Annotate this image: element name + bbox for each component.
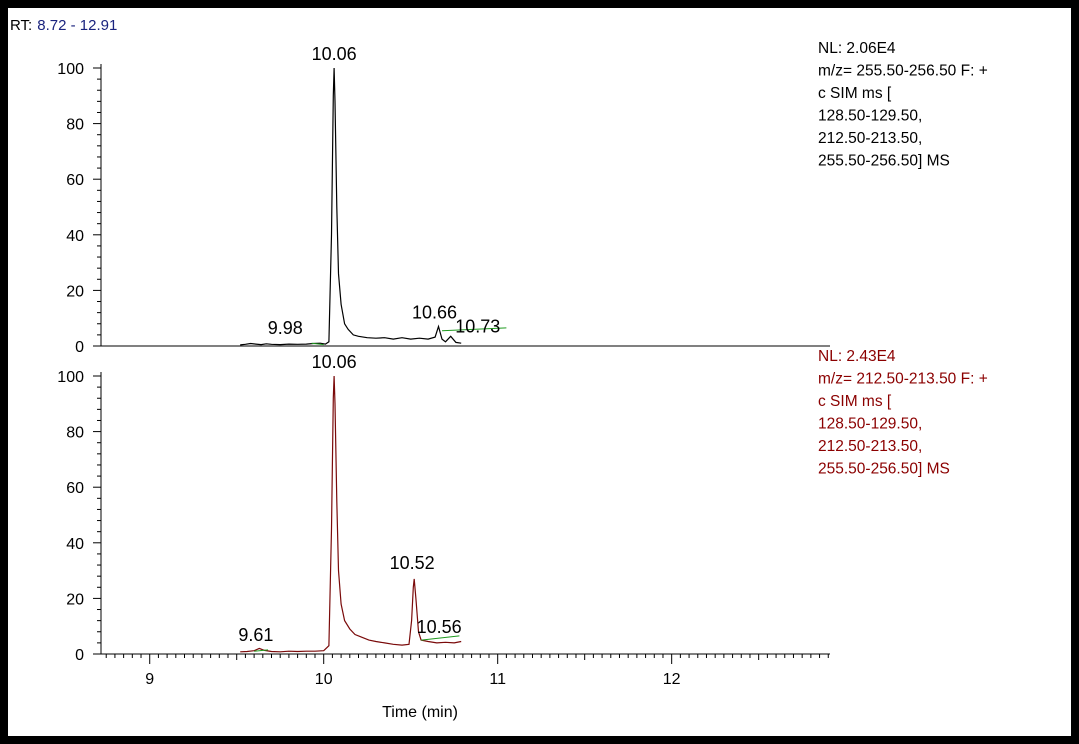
y-tick-label: 40 [66,228,84,245]
info-line: m/z= 212.50-213.50 F: + [818,371,988,388]
info-line: 128.50-129.50, [818,416,922,433]
y-tick-label: 80 [66,425,84,442]
info-line: NL: 2.43E4 [818,348,896,365]
info-line: m/z= 255.50-256.50 F: + [818,63,988,80]
info-line: 212.50-213.50, [818,130,922,147]
rt-range-header: RT: 8.72 - 12.91 [10,17,117,34]
y-tick-label: 100 [57,61,84,78]
panel-bottom: 0 20 40 60 80 100 10.06 9.61 10.52 10.56 NL: 2.43E… [57,348,987,664]
info-line: NL: 2.06E4 [818,40,896,57]
y-tick-label: 100 [57,369,84,386]
y-tick-label: 80 [66,117,84,134]
chromatogram-frame: RT: 8.72 - 12.91 0 20 40 60 80 100 10.06 9.98 10.… [8,8,1071,736]
rt-label: RT: [10,17,32,34]
rt-range-value: 8.72 - 12.91 [37,17,117,34]
y-tick-label: 60 [66,172,84,189]
info-line: 212.50-213.50, [818,438,922,455]
x-tick-label: 12 [663,671,681,688]
peak-label: 10.52 [390,553,435,573]
info-line: 128.50-129.50, [818,108,922,125]
peak-label: 10.66 [412,303,457,323]
peak-label: 10.56 [417,617,462,637]
info-line: c SIM ms [ [818,393,892,410]
integration-baseline [441,327,507,332]
chromatogram-trace [240,67,462,346]
x-tick-label: 10 [315,671,333,688]
info-line: 255.50-256.50] MS [818,461,950,478]
chromatogram-trace [240,375,462,653]
y-tick-label: 40 [66,536,84,553]
info-line: 255.50-256.50] MS [818,153,950,170]
peak-label: 10.73 [455,316,500,336]
y-tick-label: 60 [66,480,84,497]
x-axis-label: Time (min) [382,704,458,721]
peak-label: 10.06 [312,352,357,372]
y-tick-label: 20 [66,591,84,608]
peak-label: 9.61 [238,625,273,645]
peak-label: 9.98 [268,318,303,338]
peak-label: 10.06 [312,44,357,64]
x-tick-label: 9 [145,671,154,688]
x-axis: 9 10 11 12 [101,653,830,688]
y-tick-label: 0 [75,339,84,356]
x-tick-label: 11 [489,671,506,688]
integration-baseline [311,342,324,346]
integration-baseline [421,635,460,641]
y-tick-label: 20 [66,283,84,300]
chromatogram-chart: RT: 8.72 - 12.91 02040608010010.069.9810.… [10,17,988,721]
integration-baseline [254,649,269,652]
info-line: c SIM ms [ [818,85,892,102]
y-tick-label: 0 [75,647,84,664]
